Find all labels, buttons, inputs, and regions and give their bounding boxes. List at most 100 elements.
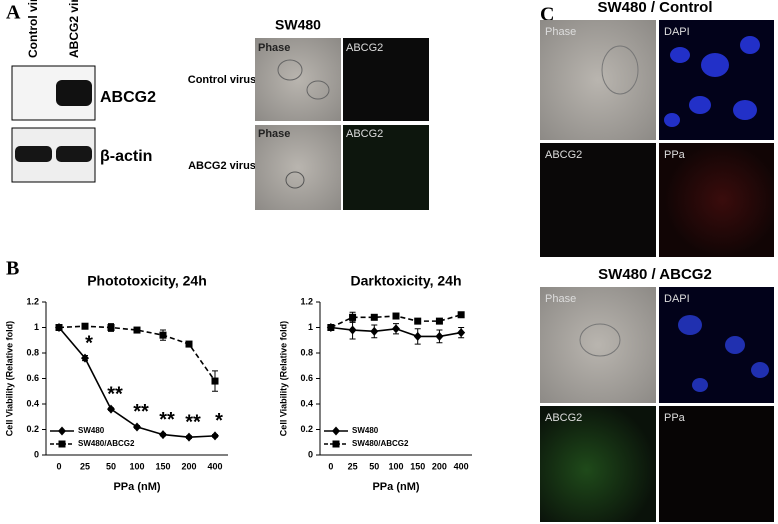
channel-label: PPa [664,149,686,161]
marker [211,431,219,441]
legend-label: SW480/ABCG2 [78,439,135,448]
image-grid: Phase ABCG2 Phase ABCG2 [255,38,429,210]
band [15,146,52,162]
row-label: Control virus [188,74,256,86]
nuclei [678,315,769,392]
significance: ** [107,383,123,405]
marker [159,430,167,440]
marker [211,377,219,385]
marker [349,313,357,321]
cell [277,59,303,81]
marker [414,317,422,325]
row-label: ABCG2 virus [188,160,256,172]
band-label: β-actin [100,148,152,165]
significance: * [215,410,223,432]
x-tick-label: 400 [207,461,222,471]
y-axis-label: Cell Viability (Relative fold) [4,321,14,436]
x-axis-label: PPa (nM) [113,481,160,493]
y-tick-label: 1.2 [26,296,39,306]
marker [185,432,193,442]
channel-label: ABCG2 [545,149,582,161]
y-tick-label: 1 [308,322,313,332]
y-tick-label: 0.4 [26,398,39,408]
legend-marker [332,440,340,448]
x-tick-label: 200 [181,461,196,471]
image-title: SW480 [275,17,321,33]
y-tick-label: 1.2 [300,296,313,306]
channel-label: Phase [545,293,576,305]
image [343,125,429,210]
x-tick-label: 150 [410,461,425,471]
legend-marker [58,440,66,448]
channel-label: DAPI [664,26,690,38]
x-axis-label: PPa (nM) [372,481,419,493]
y-tick-label: 0 [308,449,313,459]
channel-label: Phase [258,42,290,54]
marker [107,324,115,331]
y-tick-label: 0.6 [300,373,313,383]
image [255,38,341,121]
marker [392,324,400,334]
legend-label: SW480 [352,426,379,435]
legend-label: SW480/ABCG2 [352,439,409,448]
band [56,80,92,106]
x-tick-label: 50 [106,461,116,471]
cell [579,323,621,357]
cell [601,45,639,95]
y-tick-label: 0 [34,449,39,459]
x-tick-label: 50 [369,461,379,471]
marker [185,340,193,348]
band [56,146,92,162]
x-tick-label: 150 [155,461,170,471]
marker [457,311,465,319]
marker [133,422,141,432]
image [540,406,656,522]
marker [81,353,89,363]
marker [159,331,167,339]
significance: ** [159,409,175,431]
marker [435,317,443,325]
marker [457,328,466,338]
marker [392,312,400,320]
channel-label: DAPI [664,293,690,305]
channel-label: ABCG2 [545,412,582,424]
panel-label: A [6,2,21,24]
channel-label: ABCG2 [346,42,383,54]
marker [370,313,378,321]
image [540,287,656,403]
marker [413,331,422,341]
y-tick-label: 0.6 [26,373,39,383]
image-title: SW480 / Control [597,0,712,16]
image [540,143,656,257]
cell [285,171,305,189]
y-tick-label: 0.8 [300,347,313,357]
lane-label: Control virus [26,0,40,58]
marker [370,326,379,336]
y-axis-label: Cell Viability (Relative fold) [278,321,288,436]
image-title: SW480 / ABCG2 [598,266,712,283]
image [255,125,341,210]
image [659,406,774,522]
legend-label: SW480 [78,426,105,435]
lane-label: ABCG2 virus [67,0,81,58]
band-label: ABCG2 [100,89,156,106]
x-tick-label: 100 [129,461,144,471]
x-tick-label: 400 [454,461,469,471]
legend-marker [58,426,66,436]
nuclei [664,36,760,127]
marker [81,322,89,330]
y-tick-label: 0.4 [300,398,313,408]
marker [133,326,141,334]
image [659,287,774,403]
marker [327,324,335,331]
channel-label: Phase [545,26,576,38]
image [343,38,429,121]
marker [435,331,444,341]
x-tick-label: 0 [328,461,333,471]
y-tick-label: 0.2 [300,424,313,434]
channel-label: Phase [258,128,290,140]
significance: ** [133,401,149,423]
chart-title: Darktoxicity, 24h [350,273,461,289]
significance: ** [185,411,201,433]
